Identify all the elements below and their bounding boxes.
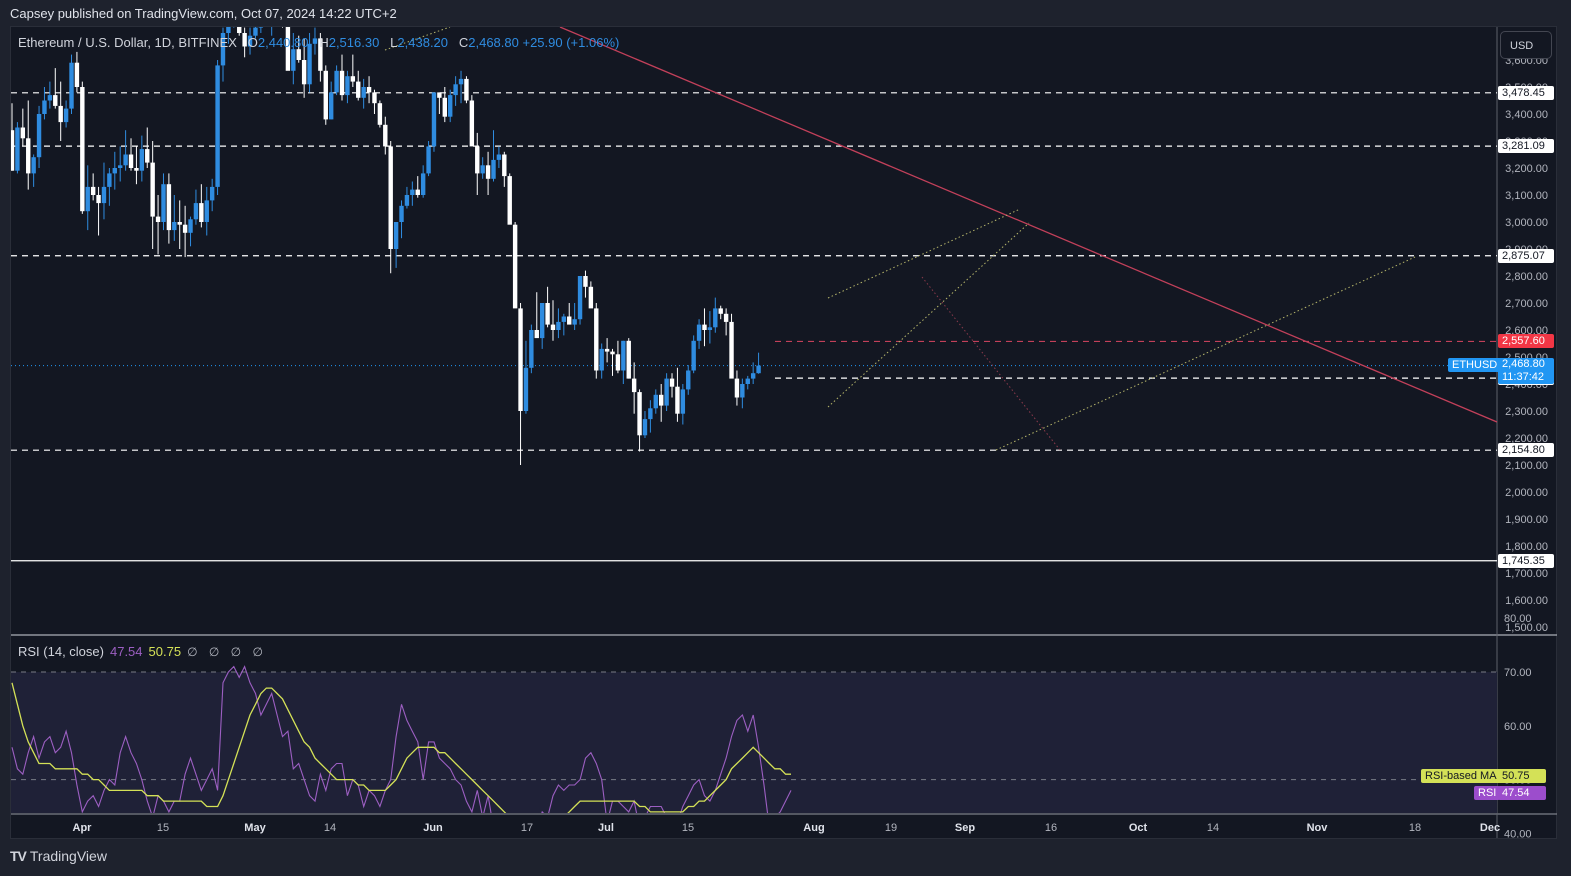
price-tick-label: 3,000.00 (1505, 217, 1548, 229)
time-tick-label: May (244, 822, 266, 834)
price-tick-label: 2,100.00 (1505, 460, 1548, 472)
brand-name: TradingView (29, 848, 107, 864)
price-tick-label: 2,300.00 (1505, 406, 1548, 418)
channel-line[interactable] (921, 276, 1061, 451)
rsi-na-values: ∅ ∅ ∅ ∅ (187, 645, 267, 659)
currency-button[interactable]: USD (1500, 31, 1552, 59)
rsi-tag-label: RSI (1474, 785, 1501, 800)
time-tick-label: 19 (885, 822, 897, 834)
rsi-line (11, 665, 792, 813)
time-tick-label: Dec (1480, 822, 1500, 834)
time-tick-label: Oct (1129, 822, 1148, 834)
time-tick-label: 18 (1409, 822, 1421, 834)
time-tick-label: Nov (1307, 822, 1329, 834)
time-tick-label: 14 (324, 822, 336, 834)
price-tick-label: 2,800.00 (1505, 271, 1548, 283)
current-price-tag: 2,468.80 11:37:42 (1498, 358, 1554, 385)
channel-line[interactable] (384, 27, 451, 51)
time-tick-label: 15 (682, 822, 694, 834)
rsi-tick-label: 80.00 (1504, 613, 1532, 625)
rsi-legend: RSI (14, close) 47.54 50.75 ∅ ∅ ∅ ∅ (18, 644, 267, 659)
rsi-ma-legend-value: 50.75 (148, 644, 182, 659)
time-tick-label: Sep (955, 822, 975, 834)
rsi-legend-value: 47.54 (109, 644, 143, 659)
bar-countdown: 11:37:42 (1502, 371, 1545, 384)
channel-line[interactable] (827, 208, 1021, 299)
rsi-title[interactable]: RSI (14, close) (18, 644, 104, 659)
open-value: 2,440.80 (257, 35, 309, 50)
tradingview-brand[interactable]: TV TradingView (10, 848, 107, 864)
tradingview-logo-icon: TV (10, 848, 27, 864)
channel-line[interactable] (827, 222, 1030, 408)
price-tick-label: 2,200.00 (1505, 433, 1548, 445)
channel-line[interactable] (995, 256, 1416, 451)
price-tick-label: 3,100.00 (1505, 190, 1548, 202)
publish-header: Capsey published on TradingView.com, Oct… (10, 6, 397, 21)
symbol-title[interactable]: Ethereum / U.S. Dollar, 1D, BITFINEX (18, 35, 237, 50)
time-tick-label: 14 (1207, 822, 1219, 834)
rsi-pane[interactable] (11, 665, 1497, 876)
price-tick-label: 1,900.00 (1505, 514, 1548, 526)
time-tick-label: Aug (803, 822, 824, 834)
level-price-tag: 2,557.60 (1498, 334, 1554, 349)
price-tick-label: 1,600.00 (1505, 595, 1548, 607)
rsi-ma-tag-label: RSI-based MA (1421, 768, 1501, 783)
price-tick-label: 1,700.00 (1505, 568, 1548, 580)
rsi-tag-value: 47.54 (1498, 785, 1546, 800)
time-tick-label: Apr (73, 822, 93, 834)
low-value: 2,438.20 (397, 35, 449, 50)
rsi-tick-label: 60.00 (1504, 721, 1532, 733)
time-tick-label: 17 (521, 822, 533, 834)
level-price-tag: 2,154.80 (1498, 443, 1554, 458)
time-tick-label: Jul (598, 822, 614, 834)
rsi-band-fill (11, 672, 1497, 813)
time-tick-label: 16 (1045, 822, 1057, 834)
close-label: C (458, 35, 469, 50)
price-tick-label: 2,700.00 (1505, 298, 1548, 310)
symbol-tag: ETHUSD (1448, 358, 1502, 373)
level-price-tag: 2,875.07 (1498, 248, 1554, 263)
rsi-tick-label: 70.00 (1504, 667, 1532, 679)
price-tick-label: 3,200.00 (1505, 163, 1548, 175)
close-value: 2,468.80 (468, 35, 519, 50)
low-label: L (390, 35, 398, 50)
candlestick-series (11, 27, 761, 465)
price-tick-label: 2,600.00 (1505, 325, 1548, 337)
rsi-tick-label: 40.00 (1504, 828, 1532, 840)
level-price-tag: 3,478.45 (1498, 85, 1554, 100)
price-tick-label: 1,500.00 (1505, 622, 1548, 634)
price-pane[interactable] (10, 0, 1497, 562)
rsi-ma-line (11, 682, 791, 813)
current-price-value: 2,468.80 (1502, 358, 1545, 371)
open-label: O (247, 35, 258, 50)
time-tick-label: Jun (423, 822, 443, 834)
price-tick-label: 3,400.00 (1505, 109, 1548, 121)
high-value: 2,516.30 (328, 35, 380, 50)
time-tick-label: 15 (157, 822, 169, 834)
change-value: +25.90 (+1.06%) (522, 35, 620, 50)
price-tick-label: 2,000.00 (1505, 487, 1548, 499)
rsi-ma-tag-value: 50.75 (1498, 768, 1546, 783)
level-price-tag: 3,281.09 (1498, 139, 1554, 154)
level-price-tag: 1,745.35 (1498, 553, 1554, 568)
symbol-legend: Ethereum / U.S. Dollar, 1D, BITFINEX O2,… (18, 35, 619, 50)
price-tick-label: 1,800.00 (1505, 541, 1548, 553)
descending-trendline[interactable] (559, 27, 1497, 423)
high-label: H (319, 35, 329, 50)
